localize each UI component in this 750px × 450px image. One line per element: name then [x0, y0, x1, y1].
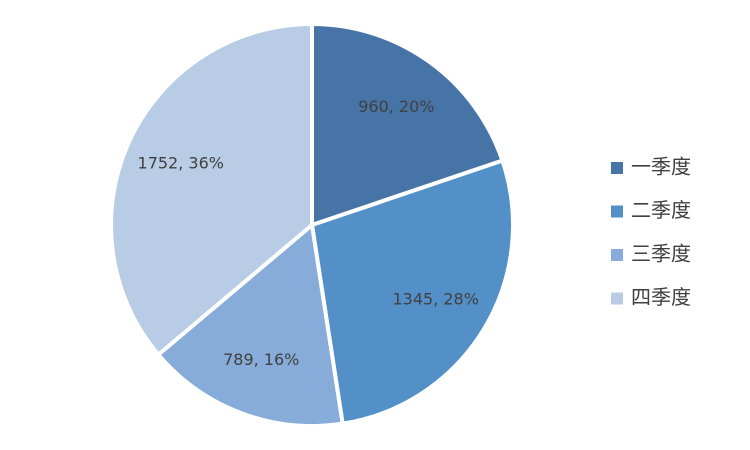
- legend-swatch: [611, 205, 623, 218]
- legend-label: 四季度: [631, 285, 691, 309]
- legend-swatch: [611, 292, 623, 305]
- data-label: 960, 20%: [358, 97, 434, 116]
- legend-swatch: [611, 162, 623, 174]
- pie-slice: [310, 158, 515, 426]
- data-label: 789, 16%: [223, 350, 299, 369]
- legend-label: 二季度: [631, 198, 691, 222]
- legend-label: 一季度: [631, 155, 691, 179]
- pie-slice: [156, 223, 345, 428]
- pie-slice: [109, 22, 314, 357]
- legend-label: 三季度: [631, 242, 691, 266]
- data-label: 1345, 28%: [392, 290, 478, 309]
- legend-swatch: [611, 249, 623, 261]
- data-label: 1752, 36%: [138, 154, 224, 173]
